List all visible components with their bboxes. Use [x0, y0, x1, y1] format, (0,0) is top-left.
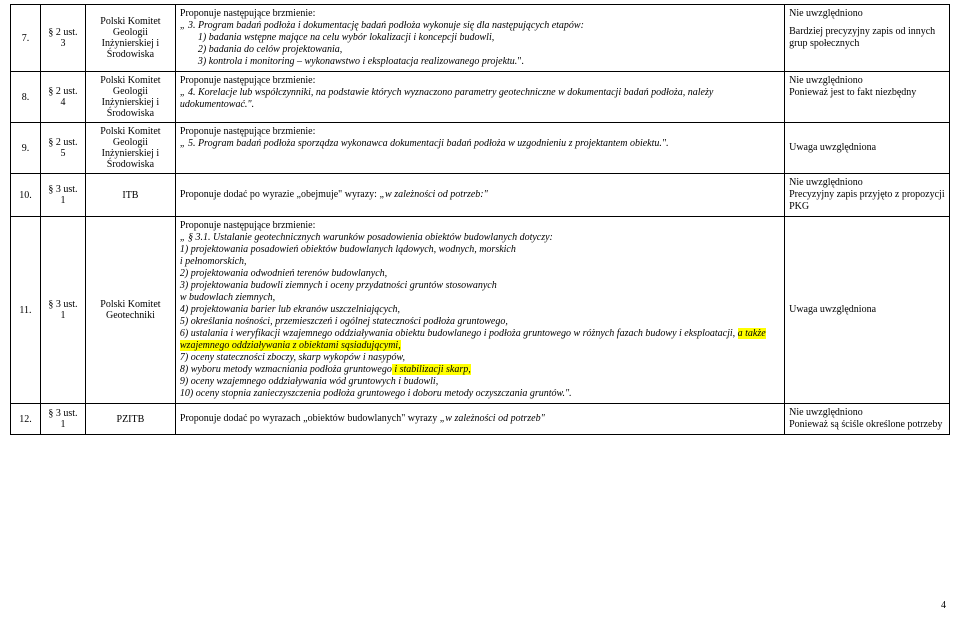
row-org: ITB: [85, 174, 175, 217]
line: 1) projektowania posadowień obiektów bud…: [180, 244, 780, 256]
table-row: 7. § 2 ust. 3 Polski Komitet Geologii In…: [11, 5, 950, 72]
row-status: Nie uwzględniono Ponieważ są ściśle okre…: [785, 404, 950, 435]
status-1: Nie uwzględniono: [789, 177, 945, 189]
intro-text: Proponuje następujące brzmienie:: [180, 8, 780, 20]
intro-text: Proponuje następujące brzmienie:: [180, 220, 780, 232]
status-1: Nie uwzględniono: [789, 8, 945, 20]
row-status: Uwaga uwzględniona: [785, 123, 950, 174]
table-row: 8. § 2 ust. 4 Polski Komitet Geologii In…: [11, 72, 950, 123]
lead: „ § 3.1. Ustalanie geotechnicznych warun…: [180, 232, 780, 244]
line: i pełnomorskich,: [180, 256, 780, 268]
row-content: Proponuje dodać po wyrazie „obejmuje" wy…: [175, 174, 784, 217]
row-content: Proponuje następujące brzmienie: „ 5. Pr…: [175, 123, 784, 174]
row-ref: § 2 ust. 5: [40, 123, 85, 174]
line: w budowlach ziemnych,: [180, 292, 780, 304]
status-2: Precyzyjny zapis przyjęto z propozycji P…: [789, 189, 945, 213]
row-num: 12.: [11, 404, 41, 435]
quote-open: „ 3. Program badań podłoża i dokumentacj…: [180, 20, 780, 32]
line: 9) oceny wzajemnego oddziaływania wód gr…: [180, 376, 780, 388]
line: 3) kontrola i monitoring – wykonawstwo i…: [180, 56, 780, 68]
row-status: Nie uwzględniono Bardziej precyzyjny zap…: [785, 5, 950, 72]
row-org: Polski Komitet Geologii Inżynierskiej i …: [85, 5, 175, 72]
line: 2) badania do celów projektowania,: [180, 44, 780, 56]
row-org: Polski Komitet Geologii Inżynierskiej i …: [85, 72, 175, 123]
row-ref: § 3 ust. 1: [40, 217, 85, 404]
status-2: Ponieważ są ściśle określone potrzeby: [789, 419, 945, 431]
row-content: Proponuje następujące brzmienie: „ 3. Pr…: [175, 5, 784, 72]
line: 1) badania wstępne mające na celu wybór …: [180, 32, 780, 44]
table-row: 10. § 3 ust. 1 ITB Proponuje dodać po wy…: [11, 174, 950, 217]
status-2: Ponieważ jest to fakt niezbędny: [789, 87, 945, 99]
status-2: Bardziej precyzyjny zapis od innych grup…: [789, 26, 945, 50]
table-row: 11. § 3 ust. 1 Polski Komitet Geotechnik…: [11, 217, 950, 404]
table-row: 9. § 2 ust. 5 Polski Komitet Geologii In…: [11, 123, 950, 174]
status-1: Uwaga uwzględniona: [789, 142, 945, 154]
document-table: 7. § 2 ust. 3 Polski Komitet Geologii In…: [10, 4, 950, 435]
row-org: Polski Komitet Geotechniki: [85, 217, 175, 404]
propose-text: Proponuje dodać po wyrazach „obiektów bu…: [180, 413, 780, 425]
row-status: Uwaga uwzględniona: [785, 217, 950, 404]
line: 10) oceny stopnia zanieczyszczenia podło…: [180, 388, 780, 400]
status-1: Uwaga uwzględniona: [789, 304, 945, 316]
quote: „ 5. Program badań podłoża sporządza wyk…: [180, 138, 780, 150]
status-1: Nie uwzględniono: [789, 75, 945, 87]
row-num: 10.: [11, 174, 41, 217]
page-number: 4: [941, 600, 946, 611]
table-row: 12. § 3 ust. 1 PZITB Proponuje dodać po …: [11, 404, 950, 435]
row-content: Proponuje następujące brzmienie: „ § 3.1…: [175, 217, 784, 404]
row-ref: § 3 ust. 1: [40, 174, 85, 217]
row-content: Proponuje dodać po wyrazach „obiektów bu…: [175, 404, 784, 435]
line: 4) projektowania barier lub ekranów uszc…: [180, 304, 780, 316]
line: 5) określania nośności, przemieszczeń i …: [180, 316, 780, 328]
status-1: Nie uwzględniono: [789, 407, 945, 419]
line: 7) oceny stateczności zboczy, skarp wyko…: [180, 352, 780, 364]
intro-text: Proponuje następujące brzmienie:: [180, 126, 780, 138]
row-org: Polski Komitet Geologii Inżynierskiej i …: [85, 123, 175, 174]
row-ref: § 3 ust. 1: [40, 404, 85, 435]
row-status: Nie uwzględniono Precyzyjny zapis przyję…: [785, 174, 950, 217]
row-num: 9.: [11, 123, 41, 174]
row-num: 11.: [11, 217, 41, 404]
row-num: 7.: [11, 5, 41, 72]
line-6: 6) ustalania i weryfikacji wzajemnego od…: [180, 328, 780, 352]
row-num: 8.: [11, 72, 41, 123]
intro-text: Proponuje następujące brzmienie:: [180, 75, 780, 87]
row-content: Proponuje następujące brzmienie: „ 4. Ko…: [175, 72, 784, 123]
row-ref: § 2 ust. 4: [40, 72, 85, 123]
line-8: 8) wyboru metody wzmacniania podłoża gru…: [180, 364, 780, 376]
row-status: Nie uwzględniono Ponieważ jest to fakt n…: [785, 72, 950, 123]
row-ref: § 2 ust. 3: [40, 5, 85, 72]
quote: „ 4. Korelacje lub współczynniki, na pod…: [180, 87, 780, 111]
line: 3) projektowania budowli ziemnych i ocen…: [180, 280, 780, 292]
row-org: PZITB: [85, 404, 175, 435]
line: 2) projektowania odwodnień terenów budow…: [180, 268, 780, 280]
propose-text: Proponuje dodać po wyrazie „obejmuje" wy…: [180, 189, 780, 201]
